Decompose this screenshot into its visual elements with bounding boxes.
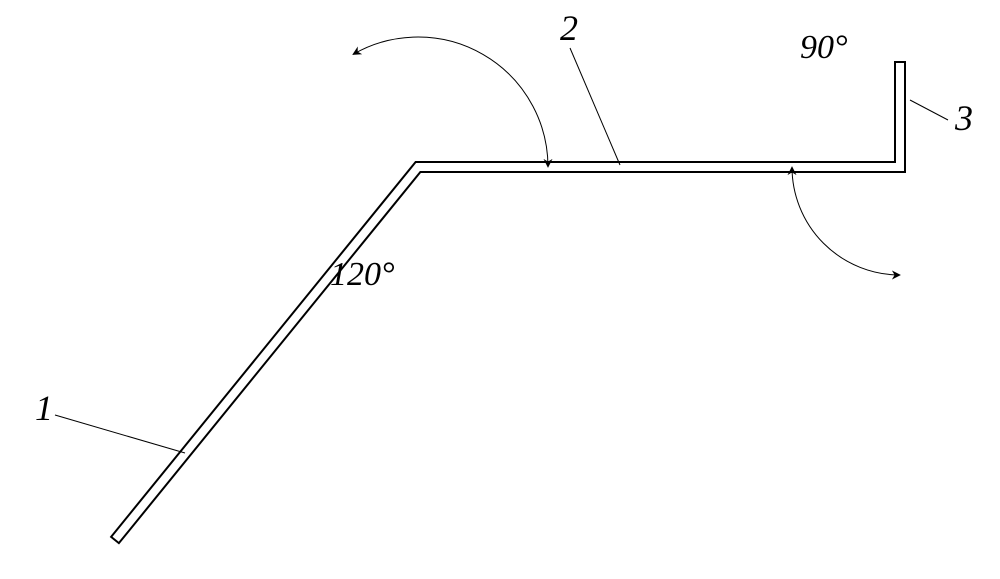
callout-number: 2 — [560, 8, 578, 48]
callout-leader — [55, 415, 185, 453]
callout-leader — [910, 100, 948, 120]
bent-bar-shape — [111, 62, 905, 543]
angle-label: 120° — [330, 256, 395, 293]
bar-outline — [111, 62, 905, 543]
callout-number: 3 — [954, 98, 973, 138]
angle-label: 90° — [800, 29, 848, 66]
callout-number: 1 — [35, 388, 53, 428]
angle-arc — [792, 167, 900, 275]
angle-arc — [353, 37, 548, 167]
part-callouts: 1 2 3 — [35, 8, 973, 453]
callout-leader — [570, 48, 620, 165]
